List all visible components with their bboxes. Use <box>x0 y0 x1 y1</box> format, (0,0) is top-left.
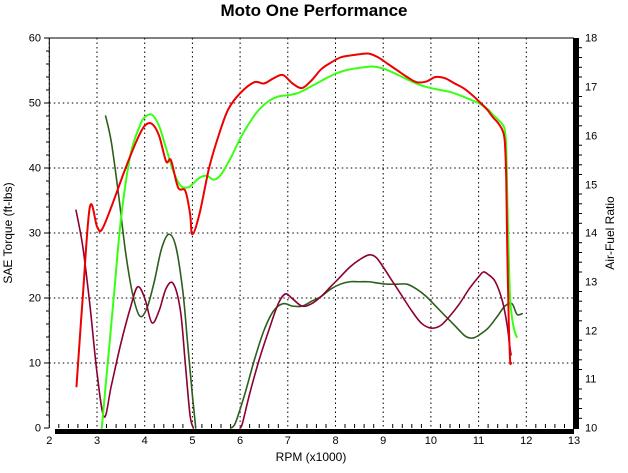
svg-text:6: 6 <box>237 435 243 447</box>
svg-text:11: 11 <box>585 374 596 386</box>
svg-text:20: 20 <box>29 293 41 305</box>
svg-text:5: 5 <box>189 435 195 447</box>
svg-text:7: 7 <box>285 435 291 447</box>
svg-text:9: 9 <box>380 435 386 447</box>
svg-text:16: 16 <box>585 131 597 143</box>
svg-text:15: 15 <box>585 180 597 192</box>
svg-text:Moto One Performance: Moto One Performance <box>220 1 407 20</box>
svg-text:40: 40 <box>29 163 41 175</box>
svg-text:8: 8 <box>332 435 338 447</box>
svg-text:0: 0 <box>35 423 41 435</box>
svg-text:10: 10 <box>425 435 437 447</box>
svg-text:10: 10 <box>585 423 597 435</box>
svg-text:18: 18 <box>585 33 597 45</box>
svg-text:3: 3 <box>94 435 100 447</box>
svg-text:13: 13 <box>568 435 580 447</box>
svg-text:SAE Torque (ft-lbs): SAE Torque (ft-lbs) <box>1 182 15 283</box>
svg-text:12: 12 <box>520 435 532 447</box>
svg-text:14: 14 <box>585 228 597 240</box>
svg-text:13: 13 <box>585 277 597 289</box>
svg-text:4: 4 <box>142 435 148 447</box>
svg-text:2: 2 <box>46 435 52 447</box>
svg-text:10: 10 <box>29 358 41 370</box>
svg-text:Air-Fuel Ratio: Air-Fuel Ratio <box>603 196 617 270</box>
svg-text:17: 17 <box>585 82 597 94</box>
svg-text:50: 50 <box>29 98 41 110</box>
svg-text:60: 60 <box>29 33 41 45</box>
svg-text:RPM (x1000): RPM (x1000) <box>276 450 347 464</box>
svg-text:30: 30 <box>29 228 41 240</box>
svg-text:11: 11 <box>473 435 484 447</box>
svg-text:12: 12 <box>585 326 597 338</box>
